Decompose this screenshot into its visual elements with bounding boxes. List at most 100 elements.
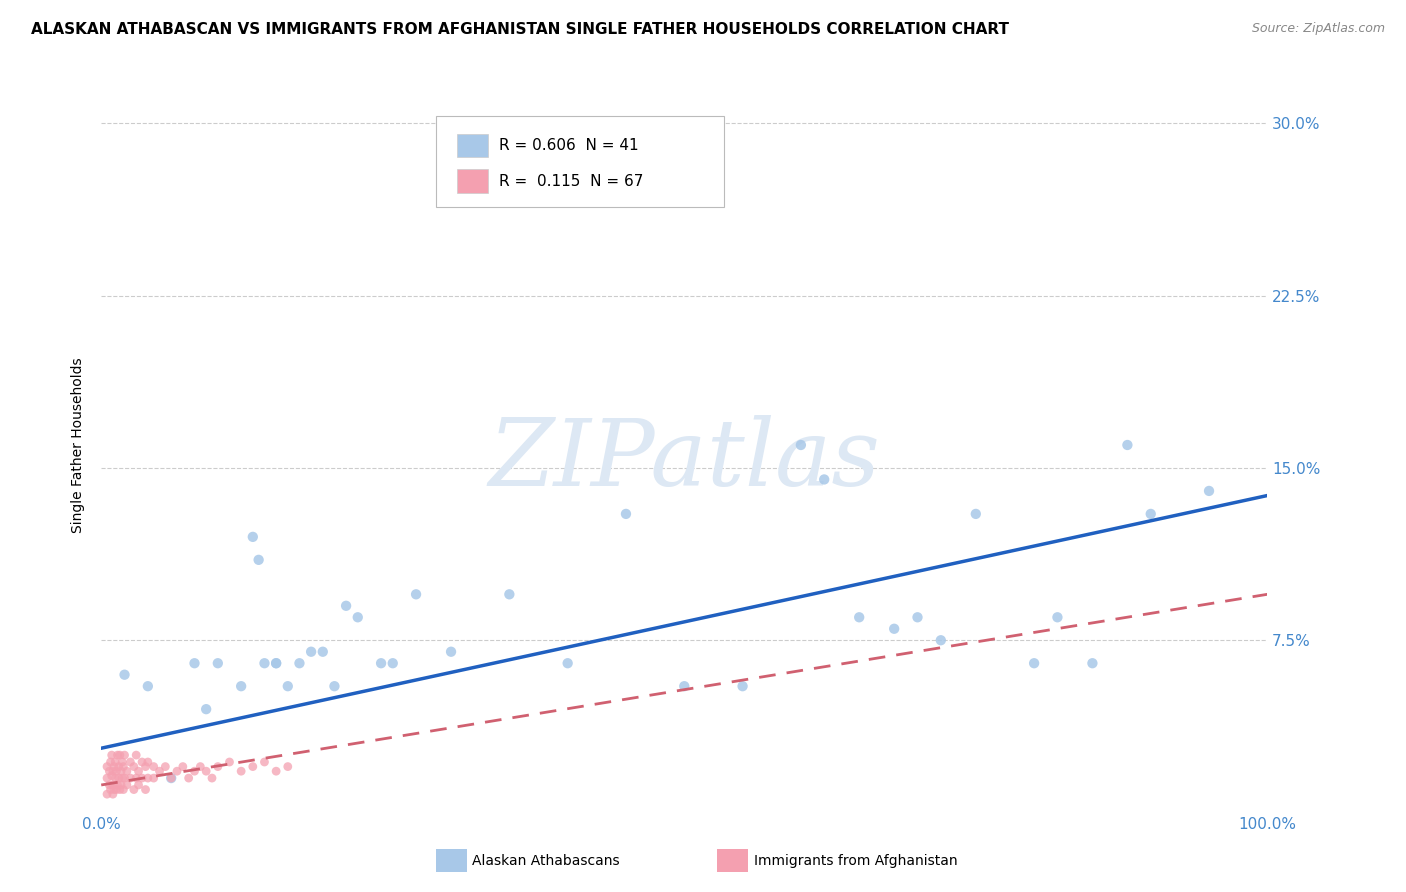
Point: [131, 771, 153, 785]
Point: [120, 755, 142, 769]
Point: [231, 764, 253, 779]
Point: [242, 530, 264, 544]
Point: [114, 748, 136, 763]
Point: [101, 764, 124, 779]
Point: [104, 771, 127, 785]
Point: [264, 764, 287, 779]
Point: [107, 748, 129, 763]
Point: [195, 764, 218, 779]
Point: [288, 657, 311, 671]
Point: [790, 438, 813, 452]
Point: [103, 759, 125, 773]
Point: [614, 507, 637, 521]
Point: [277, 759, 299, 773]
Point: [907, 610, 929, 624]
Text: Immigrants from Afghanistan: Immigrants from Afghanistan: [754, 854, 957, 868]
Point: [1024, 657, 1046, 671]
Point: [135, 759, 157, 773]
Point: [160, 771, 183, 785]
Point: [277, 679, 299, 693]
Text: Alaskan Athabascans: Alaskan Athabascans: [472, 854, 620, 868]
Point: [253, 657, 276, 671]
Point: [848, 610, 870, 624]
Point: [673, 679, 696, 693]
Point: [148, 764, 170, 779]
Point: [125, 771, 148, 785]
Point: [242, 759, 264, 773]
Point: [112, 759, 135, 773]
Point: [136, 771, 159, 785]
Point: [100, 755, 122, 769]
Point: [195, 702, 218, 716]
Point: [1139, 507, 1161, 521]
Point: [142, 771, 165, 785]
Point: [115, 778, 138, 792]
Point: [111, 755, 134, 769]
Point: [247, 553, 270, 567]
Point: [114, 771, 136, 785]
Text: Source: ZipAtlas.com: Source: ZipAtlas.com: [1251, 22, 1385, 36]
Point: [128, 764, 150, 779]
Point: [96, 759, 118, 773]
Point: [110, 778, 132, 792]
Point: [160, 771, 183, 785]
Point: [105, 764, 128, 779]
Point: [105, 782, 128, 797]
Point: [405, 587, 427, 601]
Point: [929, 633, 952, 648]
Point: [731, 679, 754, 693]
Point: [122, 782, 145, 797]
Point: [183, 764, 205, 779]
Point: [100, 748, 122, 763]
Y-axis label: Single Father Households: Single Father Households: [72, 357, 86, 533]
Point: [155, 759, 177, 773]
Text: ZIPatlas: ZIPatlas: [488, 415, 880, 505]
Point: [188, 759, 211, 773]
Point: [115, 764, 138, 779]
Point: [813, 472, 835, 486]
Point: [557, 657, 579, 671]
Point: [335, 599, 357, 613]
Text: ALASKAN ATHABASCAN VS IMMIGRANTS FROM AFGHANISTAN SINGLE FATHER HOUSEHOLDS CORRE: ALASKAN ATHABASCAN VS IMMIGRANTS FROM AF…: [31, 22, 1010, 37]
Point: [381, 657, 404, 671]
Point: [1116, 438, 1139, 452]
Point: [120, 771, 142, 785]
Point: [128, 778, 150, 792]
Point: [440, 645, 463, 659]
Point: [183, 657, 205, 671]
Point: [207, 657, 229, 671]
Point: [218, 755, 240, 769]
Point: [135, 782, 157, 797]
Point: [201, 771, 224, 785]
Point: [107, 759, 129, 773]
Point: [299, 645, 322, 659]
Point: [965, 507, 987, 521]
Point: [125, 748, 148, 763]
Point: [136, 755, 159, 769]
Point: [112, 782, 135, 797]
Text: R = 0.606  N = 41: R = 0.606 N = 41: [499, 138, 638, 153]
Point: [1198, 483, 1220, 498]
Point: [231, 679, 253, 693]
Point: [98, 764, 121, 779]
Point: [1081, 657, 1104, 671]
Point: [104, 755, 127, 769]
Point: [101, 787, 124, 801]
Point: [131, 755, 153, 769]
Point: [370, 657, 392, 671]
Point: [142, 759, 165, 773]
Point: [122, 759, 145, 773]
Point: [100, 769, 122, 783]
Point: [110, 764, 132, 779]
Point: [166, 764, 188, 779]
Point: [98, 778, 121, 792]
Point: [100, 782, 122, 797]
Point: [96, 771, 118, 785]
Point: [107, 771, 129, 785]
Point: [101, 778, 124, 792]
Point: [1046, 610, 1069, 624]
Point: [498, 587, 520, 601]
Point: [103, 782, 125, 797]
Point: [264, 657, 287, 671]
Point: [883, 622, 905, 636]
